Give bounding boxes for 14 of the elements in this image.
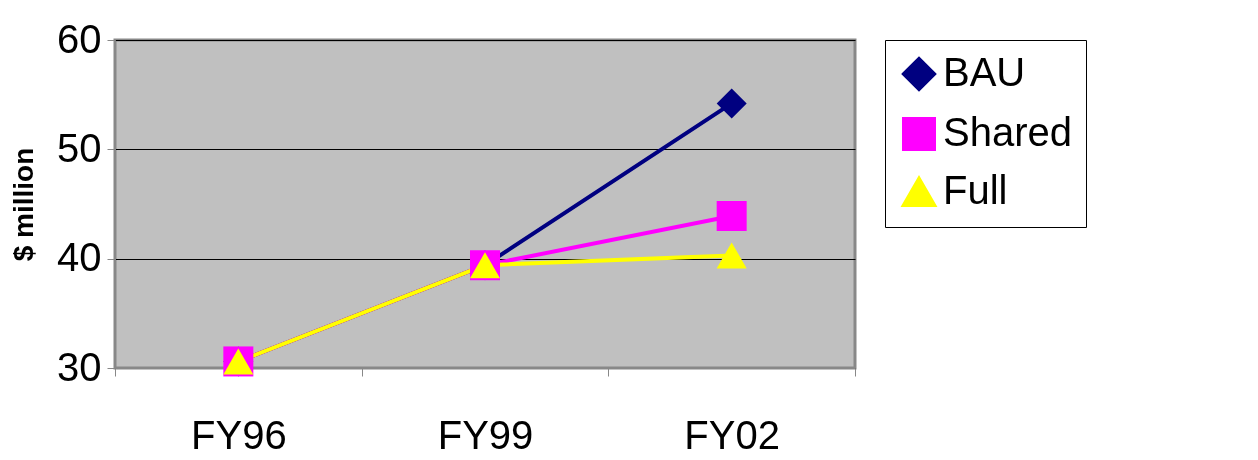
point xyxy=(716,242,747,269)
point xyxy=(716,201,747,232)
x-tick-label: FY02 xyxy=(684,412,780,457)
legend-label: Full xyxy=(943,168,1008,212)
x-tick-label: FY99 xyxy=(437,412,534,457)
legend-label: BAU xyxy=(943,50,1026,94)
y-tick-label: 50 xyxy=(57,125,102,170)
y-tick-label: 40 xyxy=(57,235,102,280)
point xyxy=(716,88,747,119)
legend-label: Shared xyxy=(943,110,1072,154)
x-tick-label: FY96 xyxy=(191,412,287,457)
y-tick-label: 60 xyxy=(57,16,102,61)
y-axis-title: $ million xyxy=(8,147,40,262)
y-tick-label: 30 xyxy=(57,344,102,389)
